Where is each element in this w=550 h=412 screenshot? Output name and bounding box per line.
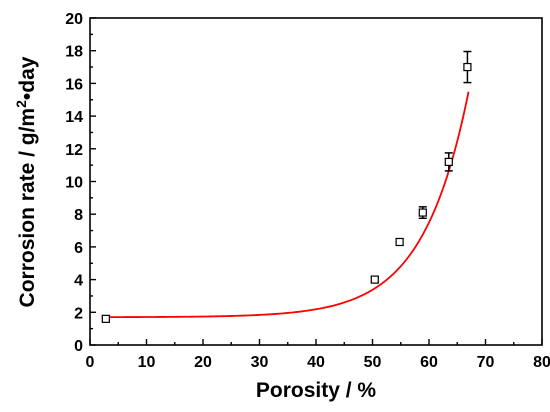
data-point [395,237,404,247]
fit-curve-layer [104,91,470,319]
y-axis-title: Corrosion rate / g/m2•day [13,56,39,307]
y-tick-label: 18 [65,44,83,61]
x-tick-label: 50 [364,354,382,371]
x-tick-label: 30 [251,354,269,371]
y-tick-label: 20 [65,11,83,28]
x-tick-label: 70 [477,354,495,371]
x-tick-label: 80 [533,354,550,371]
fit-curve [104,91,470,319]
data-point [444,157,453,166]
y-tick-label: 8 [74,207,83,224]
y-tick-label: 16 [65,76,83,93]
x-tick-label: 10 [138,354,156,371]
data-point [101,314,110,323]
y-tick-label: 12 [65,142,83,159]
data-points-layer [101,50,472,323]
y-tick-label: 2 [74,305,83,322]
y-tick-label: 6 [74,240,83,257]
x-tick-label: 60 [420,354,438,371]
ticks-layer: 0 10 20 30 40 50 60 70 80 0 2 4 6 8 10 12 14 16 18 20 [65,11,550,371]
data-point [370,275,379,284]
y-axis-title-end: •day [16,56,39,100]
y-tick-label: 0 [74,338,83,355]
y-axis-title-main: Corrosion rate / g/m [16,108,39,308]
y-tick-label: 14 [65,109,83,126]
x-tick-label: 20 [194,354,212,371]
y-tick-label: 4 [74,273,83,290]
y-axis-title-sup: 2 [13,100,29,108]
x-tick-label: 40 [307,354,325,371]
plot-frame [89,17,543,346]
x-tick-label: 0 [86,354,95,371]
data-point [418,208,427,217]
x-axis-title: Porosity / % [256,379,377,402]
data-point [463,62,472,72]
y-tick-label: 10 [65,175,83,192]
